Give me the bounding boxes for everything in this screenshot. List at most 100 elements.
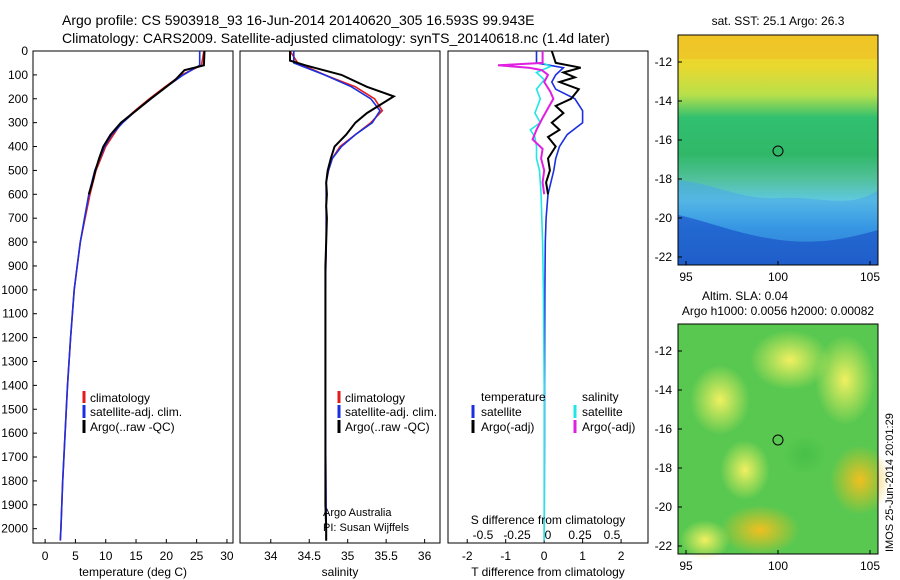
salinity-xlabel: salinity — [322, 565, 359, 579]
depth-axis: 0 100 200 300 400 500 600 700 800 900 1000 1100 1200… — [1, 44, 37, 536]
profile-lines — [59, 50, 584, 541]
map-y-tick-label: -16 — [655, 133, 673, 147]
map-y-tick-label: -16 — [655, 422, 673, 436]
depth-tick-label: 1400 — [1, 378, 28, 392]
sla-map — [677, 323, 890, 560]
depth-tick-label: 800 — [8, 235, 28, 249]
x-tick-label: -1 — [500, 549, 511, 563]
x-tick-label: 0 — [541, 549, 548, 563]
temperature-xlabel: temperature (deg C) — [79, 565, 187, 579]
map-y-tick-label: -20 — [655, 211, 673, 225]
map-x-tick-label: 100 — [768, 559, 788, 573]
legend-label-t-argo: Argo(-adj) — [481, 420, 534, 434]
x-tick-label: 15 — [129, 549, 143, 563]
map-x-tick-label: 95 — [679, 270, 693, 284]
argo-australia-note: Argo Australia — [323, 507, 392, 519]
depth-tick-label: 1800 — [1, 474, 28, 488]
x-axes: 0 5 10 15 20 25 30 34 34.5 35 35.5 36 -2 -1 0 1 2 — [42, 539, 625, 563]
difference-xlabel: T difference from climatology — [471, 565, 625, 579]
map-y-tick-label: -18 — [655, 461, 673, 475]
s-tick-label: -0.5 — [473, 528, 494, 542]
x-tick-label: 25 — [190, 549, 204, 563]
argo-location-marker — [772, 434, 784, 446]
depth-tick-label: 1900 — [1, 498, 28, 512]
temperature-legend: climatology satellite-adj. clim. Argo(..… — [82, 391, 182, 434]
x-tick-label: 30 — [220, 549, 234, 563]
map-y-tick-label: -12 — [655, 55, 673, 69]
map-y-tick-label: -20 — [655, 500, 673, 514]
s-tick-label: 0 — [545, 528, 552, 542]
x-tick-label: 36 — [418, 549, 432, 563]
depth-tick-label: 300 — [8, 116, 28, 130]
salinity-panel — [239, 50, 441, 544]
sla-blob — [720, 440, 770, 500]
depth-tick-label: 900 — [8, 259, 28, 273]
series-argo — [289, 51, 397, 541]
sla-blob — [680, 520, 730, 560]
legend-label-argo: Argo(..raw -QC) — [345, 420, 430, 434]
depth-tick-label: 200 — [8, 92, 28, 106]
map-x-tick-label: 105 — [860, 559, 880, 573]
title-line-1: Argo profile: CS 5903918_93 16-Jun-2014 … — [62, 12, 535, 28]
depth-tick-label: 1000 — [1, 283, 28, 297]
map-y-tick-label: -22 — [655, 539, 673, 553]
sst-map-title: sat. SST: 25.1 Argo: 26.3 — [712, 14, 845, 28]
depth-tick-label: 1700 — [1, 450, 28, 464]
argo-location-marker — [772, 145, 784, 157]
map-x-tick-label: 100 — [768, 270, 788, 284]
difference-panel — [447, 50, 649, 544]
x-tick-label: 20 — [160, 549, 174, 563]
sst-map — [677, 34, 879, 266]
map-x-tick-label: 105 — [860, 270, 880, 284]
depth-tick-label: 1100 — [2, 307, 28, 321]
s-tick-label: 0.5 — [604, 528, 621, 542]
difference-legend: temperature satellite Argo(-adj) salinit… — [471, 390, 635, 434]
x-tick-label: 35 — [341, 549, 355, 563]
legend-label-argo: Argo(..raw -QC) — [90, 420, 175, 434]
title-line-2: Climatology: CARS2009. Satellite-adjuste… — [62, 30, 610, 46]
x-tick-label: -2 — [462, 549, 473, 563]
depth-tick-label: 500 — [8, 163, 28, 177]
x-tick-label: 35.5 — [374, 549, 398, 563]
series-s-satellite — [529, 51, 553, 541]
sla-map-title-1: Altim. SLA: 0.04 — [702, 289, 788, 303]
x-tick-label: 1 — [579, 549, 586, 563]
sla-map-title-2: Argo h1000: 0.0056 h2000: 0.00082 — [682, 304, 874, 318]
x-tick-label: 10 — [99, 549, 113, 563]
temperature-panel — [32, 50, 234, 544]
series-satellite-adj-clim- — [292, 51, 381, 541]
series-argo — [87, 50, 206, 195]
sst-warm-band — [678, 35, 878, 59]
series-s-argo — [497, 51, 555, 195]
legend-label-climatology: climatology — [345, 391, 405, 405]
sst-cold-pool — [678, 215, 878, 265]
depth-tick-label: 2000 — [1, 522, 28, 536]
depth-tick-label: 700 — [8, 211, 28, 225]
legend-label-t-satellite: satellite — [481, 405, 522, 419]
depth-tick-label: 1300 — [1, 354, 28, 368]
imos-credit: IMOS 25-Jun-2014 20:01:29 — [884, 413, 896, 552]
legend-label-climatology: climatology — [90, 391, 150, 405]
x-tick-label: 0 — [42, 549, 49, 563]
sst-map-axes: 95 100 105 -12 -14 -16 -18 -20 -22 — [655, 55, 881, 284]
s-difference-label: S difference from climatology — [471, 513, 626, 527]
depth-tick-label: 100 — [8, 68, 28, 82]
s-tick-label: 0.25 — [568, 528, 592, 542]
salinity-legend: climatology satellite-adj. clim. Argo(..… — [337, 391, 437, 434]
legend-label-satellite: satellite-adj. clim. — [90, 405, 182, 419]
legend-label-satellite: satellite-adj. clim. — [345, 405, 437, 419]
depth-tick-label: 400 — [8, 140, 28, 154]
sla-blob — [720, 505, 800, 555]
x-tick-label: 34 — [264, 549, 278, 563]
sla-blob — [830, 445, 890, 515]
sla-blob — [815, 335, 875, 425]
depth-tick-label: 1200 — [1, 331, 28, 345]
x-tick-label: 2 — [618, 549, 625, 563]
pi-note: PI: Susan Wijffels — [323, 522, 409, 534]
map-y-tick-label: -18 — [655, 172, 673, 186]
depth-tick-label: 0 — [21, 44, 28, 58]
legend-title-temperature: temperature — [481, 390, 546, 404]
series-satellite-adj-clim- — [59, 51, 201, 541]
map-y-tick-label: -14 — [655, 383, 673, 397]
sla-map-axes: 95 100 105 -12 -14 -16 -18 -20 -22 — [655, 344, 881, 573]
